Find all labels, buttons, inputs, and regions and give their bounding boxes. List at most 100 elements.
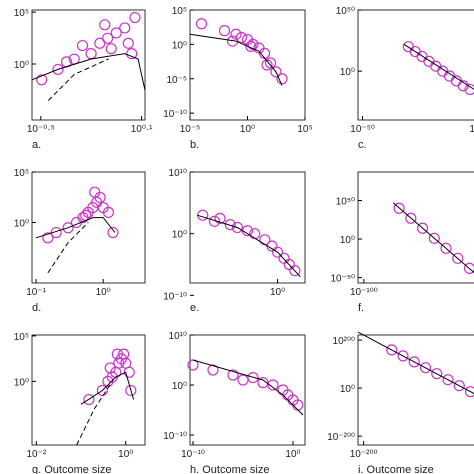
data-point	[247, 372, 259, 384]
data-point	[237, 374, 249, 386]
y-tick-label: 10⁰	[172, 230, 187, 241]
data-point	[230, 28, 242, 40]
data-point	[102, 375, 114, 387]
fit-line	[35, 217, 116, 239]
x-tick-label: 10⁵	[297, 124, 312, 135]
x-tick-label: 10⁰	[469, 124, 474, 135]
y-tick-label: 10⁻²⁰⁰	[327, 432, 355, 443]
y-tick-label: 10⁵⁰	[336, 6, 355, 17]
data-point	[42, 232, 54, 244]
caption: f.	[358, 302, 364, 314]
data-point	[405, 212, 417, 224]
data-point	[393, 202, 405, 214]
y-tick-label: 10⁻¹⁰	[163, 109, 187, 120]
y-tick-label: 10¹⁰	[169, 331, 187, 342]
x-tick-label: 10⁻¹⁰	[181, 449, 205, 460]
y-tick-label: 10⁵	[14, 8, 29, 19]
data-point	[247, 38, 259, 50]
fit-line	[192, 359, 304, 416]
x-tick-label: 10⁰·¹	[131, 124, 153, 135]
data-point	[442, 374, 454, 386]
y-tick-label: 10⁻⁵⁰	[330, 274, 355, 285]
x-tick-label: 10⁻⁵⁰	[350, 124, 375, 135]
data-point	[214, 212, 226, 224]
x-tick-label: 10⁻¹⁰⁰	[350, 287, 378, 298]
caption: h. Outcome size	[190, 464, 269, 474]
data-point	[464, 83, 474, 96]
data-point	[463, 262, 474, 274]
fit-line	[31, 53, 146, 91]
caption: d.	[32, 302, 41, 314]
data-point	[99, 19, 111, 31]
data-point	[397, 350, 409, 362]
axes-box	[31, 9, 146, 121]
data-point	[195, 18, 208, 30]
data-point	[419, 362, 432, 374]
data-point	[129, 11, 141, 24]
data-point	[266, 240, 278, 252]
dashed-line	[47, 222, 89, 274]
data-point	[96, 384, 108, 397]
data-point	[85, 48, 97, 60]
data-point	[408, 356, 420, 368]
data-point	[110, 27, 122, 39]
axes-box	[189, 171, 306, 284]
data-point	[227, 369, 239, 381]
data-point	[62, 222, 74, 234]
data-point	[119, 22, 131, 34]
y-tick-label: 10¹⁰	[169, 168, 187, 179]
caption: b.	[190, 139, 199, 151]
y-tick-label: 10⁰	[340, 235, 355, 246]
fit-line	[189, 33, 283, 86]
y-tick-label: 10⁵⁰	[336, 197, 355, 208]
data-point	[270, 66, 282, 78]
data-point	[276, 73, 288, 85]
x-tick-label: 10⁰	[240, 124, 255, 135]
data-point	[123, 366, 135, 378]
data-point	[416, 222, 429, 234]
caption: c.	[358, 139, 367, 151]
dashed-line	[47, 58, 109, 101]
data-point	[245, 40, 257, 53]
data-point	[431, 368, 443, 380]
fit-line	[392, 202, 474, 274]
data-point	[453, 380, 465, 392]
caption: i. Outcome size	[358, 464, 434, 474]
data-point	[450, 75, 462, 87]
data-point	[218, 25, 231, 37]
fit-line	[403, 43, 474, 90]
data-point	[261, 59, 273, 71]
y-tick-label: 10⁰	[340, 384, 355, 395]
y-tick-label: 10⁻⁵	[166, 75, 187, 86]
x-tick-label: 10⁻²	[26, 449, 46, 460]
data-point	[208, 215, 221, 227]
data-point	[386, 344, 398, 356]
x-tick-label: 10⁻²⁰⁰	[350, 449, 378, 460]
caption: g. Outcome size	[32, 464, 111, 474]
y-tick-label: 10⁵	[14, 168, 29, 179]
x-tick-label: 10⁻⁵	[180, 124, 201, 135]
data-point	[289, 265, 301, 277]
fit-line	[197, 214, 301, 278]
data-point	[428, 232, 440, 244]
y-tick-label: 10⁰	[14, 218, 29, 229]
y-tick-label: 10⁵	[14, 332, 29, 343]
data-point	[102, 206, 115, 218]
data-point	[125, 384, 137, 397]
axes-box	[357, 9, 474, 121]
y-tick-label: 10⁻¹⁰	[163, 291, 187, 302]
axes-box	[189, 334, 306, 446]
y-tick-label: 10⁰	[14, 60, 29, 71]
fit-line	[357, 331, 474, 395]
y-tick-label: 10⁰	[14, 377, 29, 388]
caption: a.	[32, 139, 41, 151]
data-point	[207, 364, 219, 376]
y-tick-label: 10⁻¹⁰	[163, 431, 187, 442]
data-point	[224, 218, 236, 231]
data-point	[122, 37, 134, 49]
data-point	[283, 258, 295, 271]
y-tick-label: 10⁰	[172, 381, 187, 392]
axes-box	[31, 334, 146, 446]
axes-box	[357, 334, 474, 446]
